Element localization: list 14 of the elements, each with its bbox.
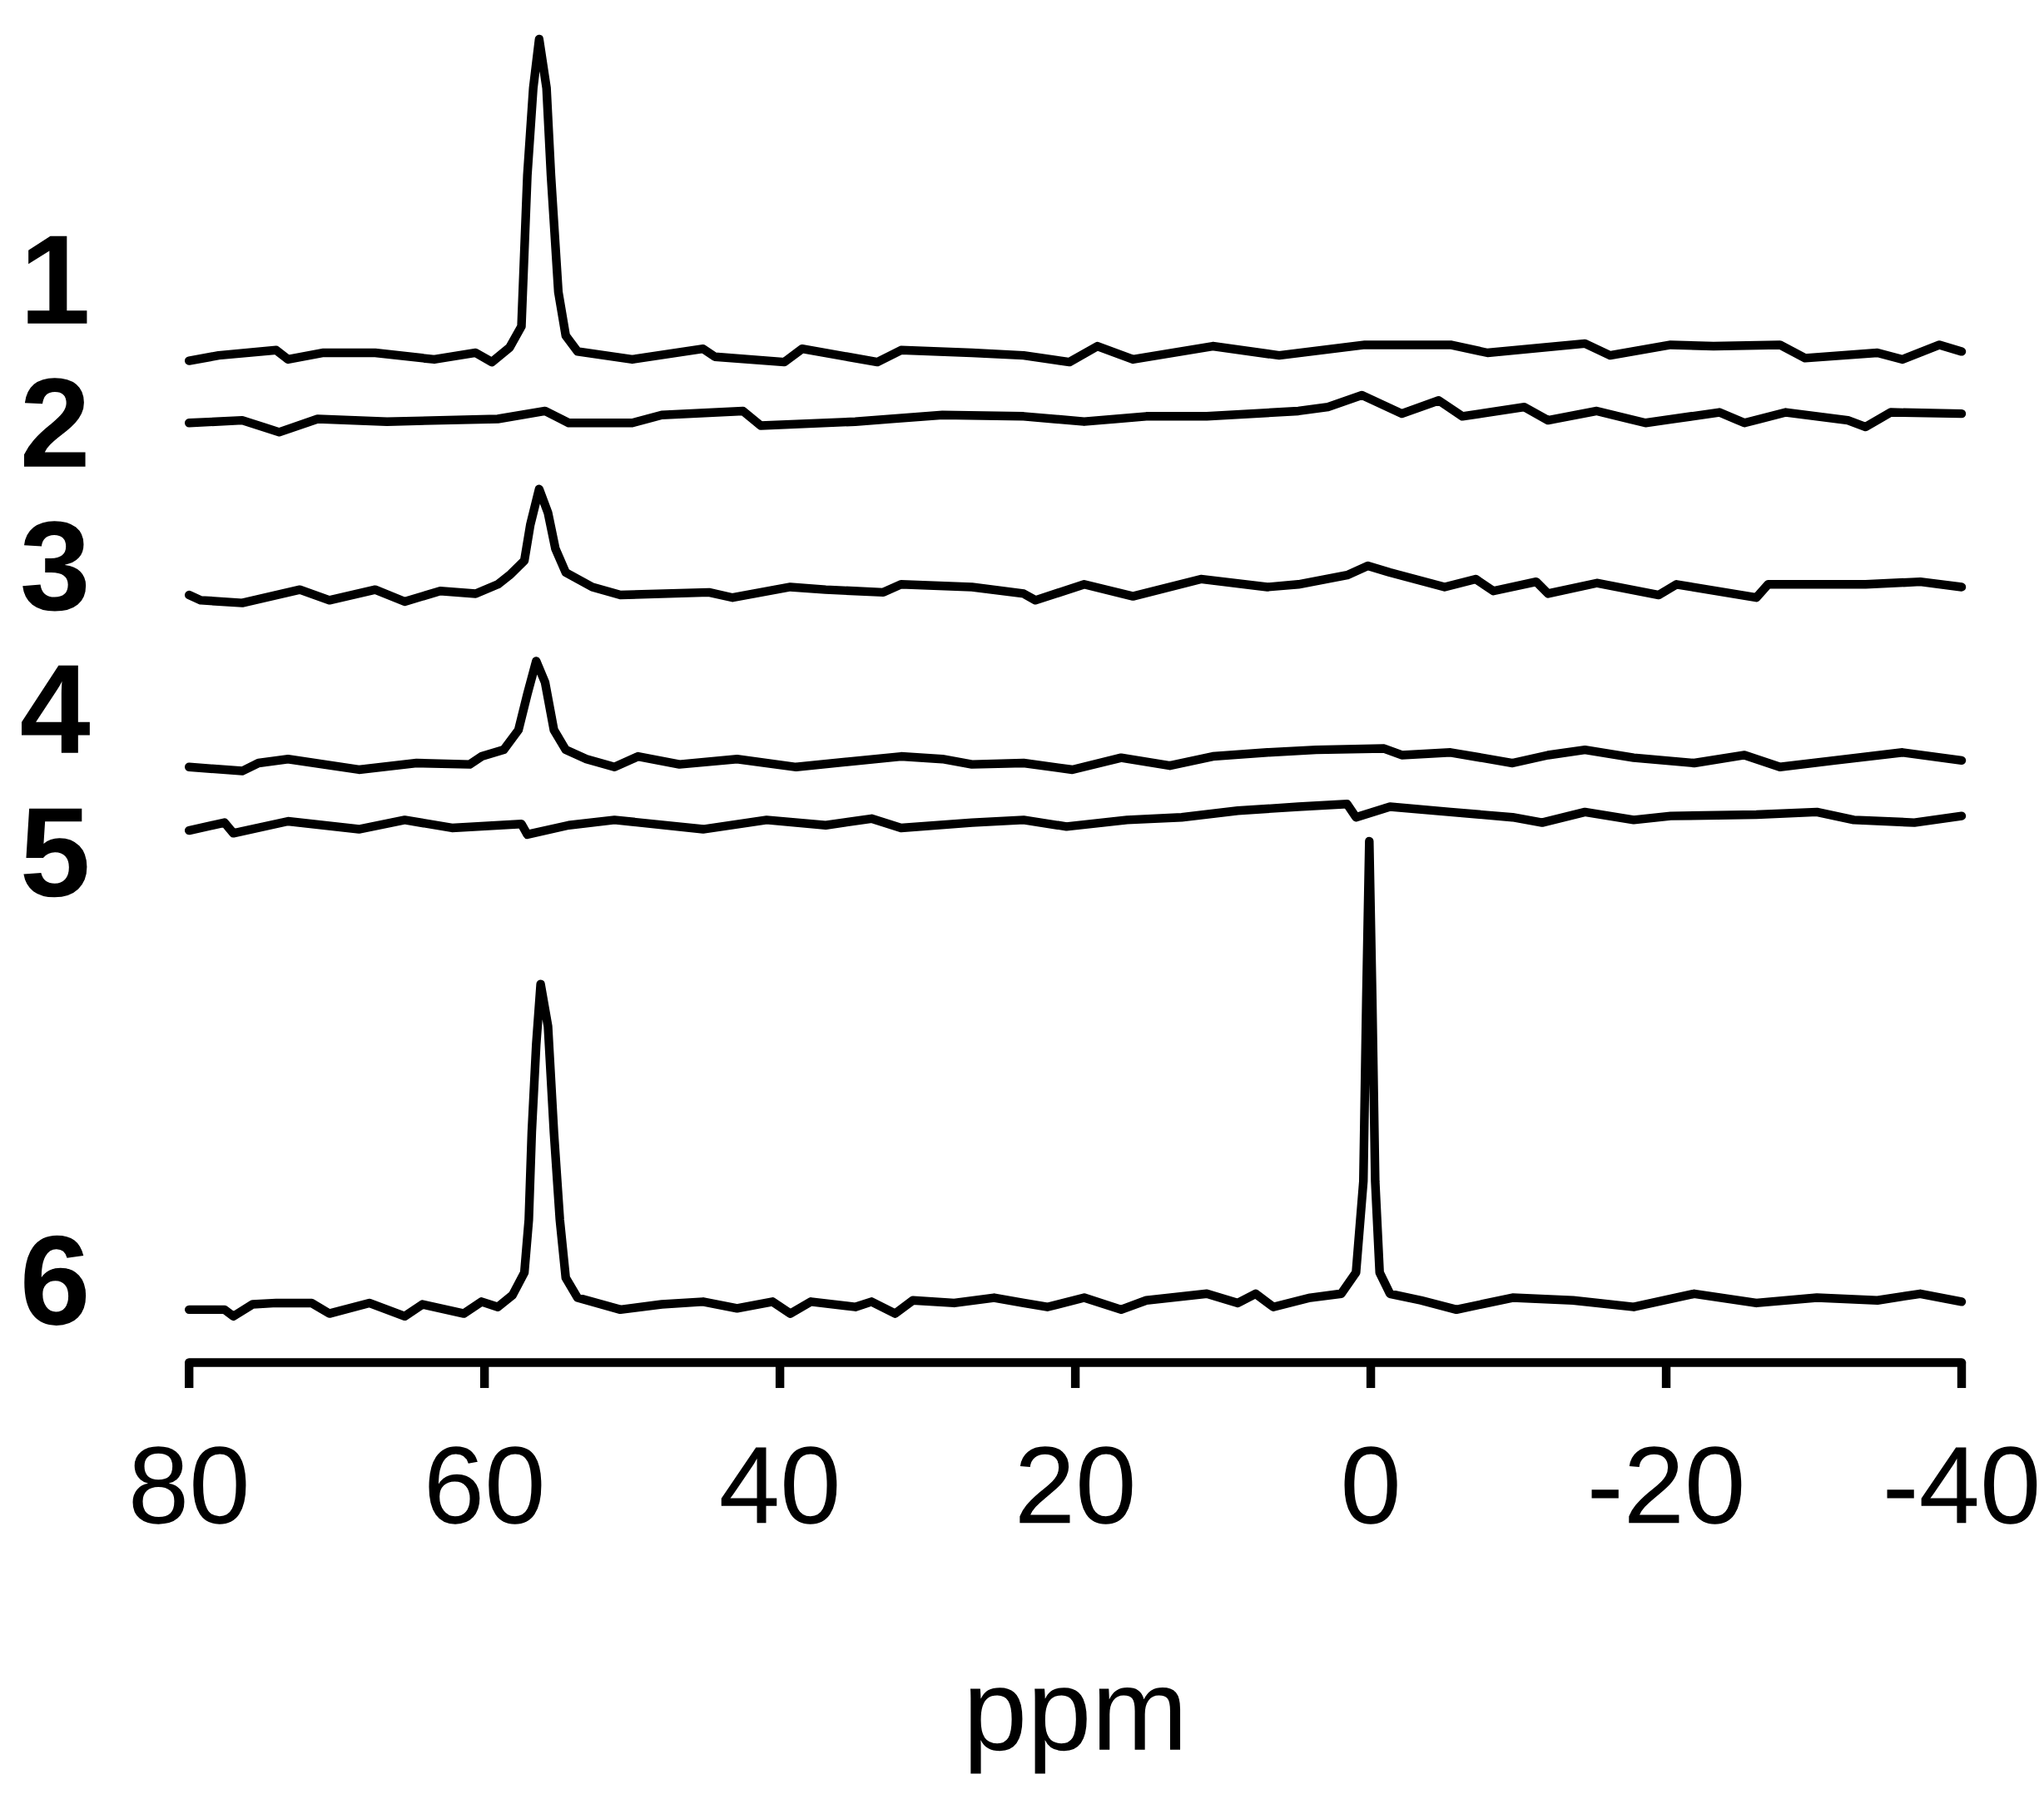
series-label: 3 (22, 521, 87, 612)
x-tick-label: -40 (1887, 1446, 2037, 1524)
series-label: 4 (22, 665, 90, 753)
series-label: 6 (24, 1235, 87, 1326)
x-tick-label: 20 (1020, 1446, 1133, 1524)
x-tick-label: 0 (1344, 1446, 1397, 1524)
x-axis-title: ppm (970, 1688, 1181, 1774)
x-tick-label: 80 (132, 1446, 246, 1524)
series-label: 1 (27, 235, 87, 324)
series-label: 2 (24, 378, 86, 467)
series-label: 5 (23, 808, 87, 898)
x-tick-label: 60 (429, 1446, 542, 1524)
x-tick-label: 40 (721, 1446, 837, 1524)
x-tick-label: -20 (1591, 1446, 1742, 1524)
